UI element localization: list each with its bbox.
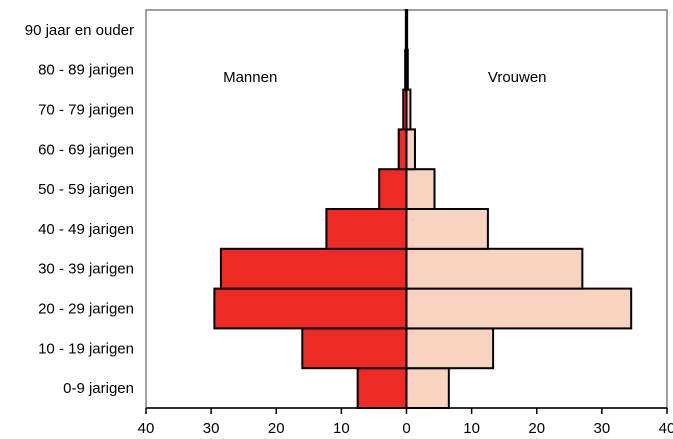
y-category-label: 10 - 19 jarigen	[38, 340, 134, 357]
bar-vrouwen-40-49-jarigen	[405, 208, 489, 250]
x-tick-label: 40	[659, 420, 673, 437]
y-category-label: 60 - 69 jarigen	[38, 141, 134, 158]
y-category-label: 20 - 29 jarigen	[38, 301, 134, 318]
x-tick-label: 30	[594, 420, 611, 437]
series-bars-vrouwen	[405, 9, 633, 410]
bar-vrouwen-30-39-jarigen	[405, 247, 584, 290]
x-tick-label: 20	[528, 420, 545, 437]
y-axis-labels: 0-9 jarigen 10 - 19 jarigen 20 - 29 jarige…	[25, 22, 134, 397]
y-category-label: 40 - 49 jarigen	[38, 221, 134, 238]
x-tick-label: 0	[402, 420, 410, 437]
x-tick-label: 20	[268, 420, 285, 437]
bar-mannen-20-29-jarigen	[213, 287, 408, 330]
y-category-label: 90 jaar en ouder	[25, 22, 134, 39]
y-category-label: 30 - 39 jarigen	[38, 261, 134, 278]
series-label-mannen: Mannen	[223, 69, 277, 86]
bar-mannen-10-19-jarigen	[301, 327, 408, 370]
x-tick-label: 10	[463, 420, 480, 437]
bar-mannen-60-69-jarigen	[397, 128, 408, 171]
bar-mannen-0-9-jarigen	[356, 367, 408, 410]
x-tick-label: 10	[333, 420, 350, 437]
bar-vrouwen-10-19-jarigen	[405, 327, 495, 370]
y-category-label: 80 - 89 jarigen	[38, 62, 134, 79]
series-label-vrouwen: Vrouwen	[488, 69, 547, 86]
x-tick-label: 40	[138, 420, 155, 437]
bar-vrouwen-60-69-jarigen	[405, 128, 416, 171]
y-category-label: 70 - 79 jarigen	[38, 102, 134, 119]
bar-mannen-50-59-jarigen	[378, 168, 408, 210]
x-tick-label: 30	[203, 420, 220, 437]
bar-mannen-30-39-jarigen	[219, 247, 408, 290]
bar-vrouwen-0-9-jarigen	[405, 367, 450, 410]
y-category-label: 0-9 jarigen	[63, 380, 134, 397]
y-category-label: 50 - 59 jarigen	[38, 181, 134, 198]
bar-vrouwen-20-29-jarigen	[405, 287, 633, 330]
bar-mannen-40-49-jarigen	[325, 208, 408, 250]
x-axis-ticks: 40 30 20 10 0 10 20 30 40	[138, 408, 673, 437]
bar-vrouwen-50-59-jarigen	[405, 168, 436, 210]
